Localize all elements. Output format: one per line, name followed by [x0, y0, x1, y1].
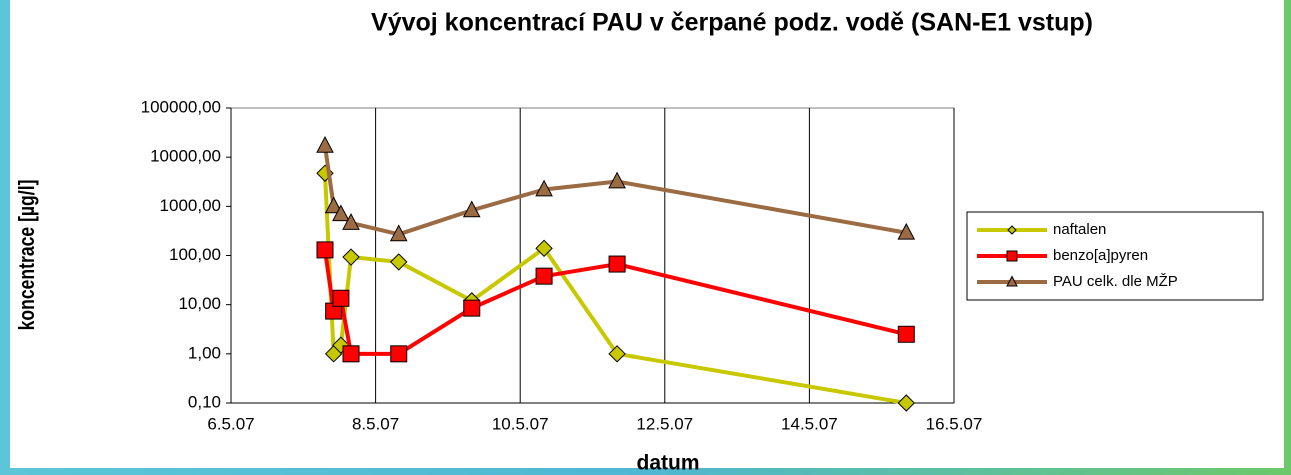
marker [342, 345, 360, 363]
marker [462, 200, 481, 218]
x-tick-label: 10.5.07 [492, 414, 549, 433]
marker [608, 255, 626, 273]
marker [390, 345, 408, 363]
x-tick-label: 16.5.07 [926, 414, 983, 433]
legend-label: naftalen [1053, 221, 1106, 238]
y-tick-label: 10000,00 [150, 147, 221, 166]
marker [535, 179, 553, 197]
y-axis-title: koncentrace [µg/l] [15, 180, 39, 331]
marker [342, 248, 360, 266]
marker [535, 239, 553, 258]
marker [316, 135, 334, 153]
marker [332, 204, 350, 222]
marker [1007, 225, 1017, 235]
y-tick-label: 0,10 [188, 392, 221, 411]
x-tick-label: 8.5.07 [352, 414, 399, 433]
marker [897, 394, 915, 412]
y-tick-label: 1,00 [188, 343, 221, 362]
chart-title: Vývoj koncentrací PAU v čerpané podz. vo… [371, 9, 1093, 37]
marker [342, 213, 360, 230]
series-line [323, 145, 907, 237]
x-axis-title: datum [637, 452, 700, 475]
y-tick-label: 10,00 [178, 294, 221, 313]
x-tick-label: 6.5.07 [207, 414, 254, 433]
plot-area [230, 107, 955, 404]
marker [316, 241, 334, 259]
marker [390, 253, 408, 271]
marker [608, 171, 626, 189]
y-tick-label: 1000,00 [160, 196, 221, 215]
marker [324, 196, 343, 214]
marker [897, 222, 916, 240]
legend-label: benzo[a]pyren [1053, 247, 1148, 264]
y-tick-label: 100,00 [169, 245, 221, 264]
marker [535, 267, 553, 285]
marker [608, 345, 626, 363]
series-line [322, 173, 907, 405]
legend-label: PAU celk. dle MŽP [1053, 273, 1178, 290]
x-tick-label: 12.5.07 [636, 414, 693, 433]
marker [897, 325, 915, 343]
marker [332, 289, 350, 307]
x-tick-label: 14.5.07 [781, 414, 838, 433]
marker [389, 224, 408, 242]
marker [1006, 250, 1018, 262]
y-tick-label: 100000,00 [141, 97, 221, 116]
marker [1006, 275, 1018, 287]
marker [463, 299, 481, 317]
